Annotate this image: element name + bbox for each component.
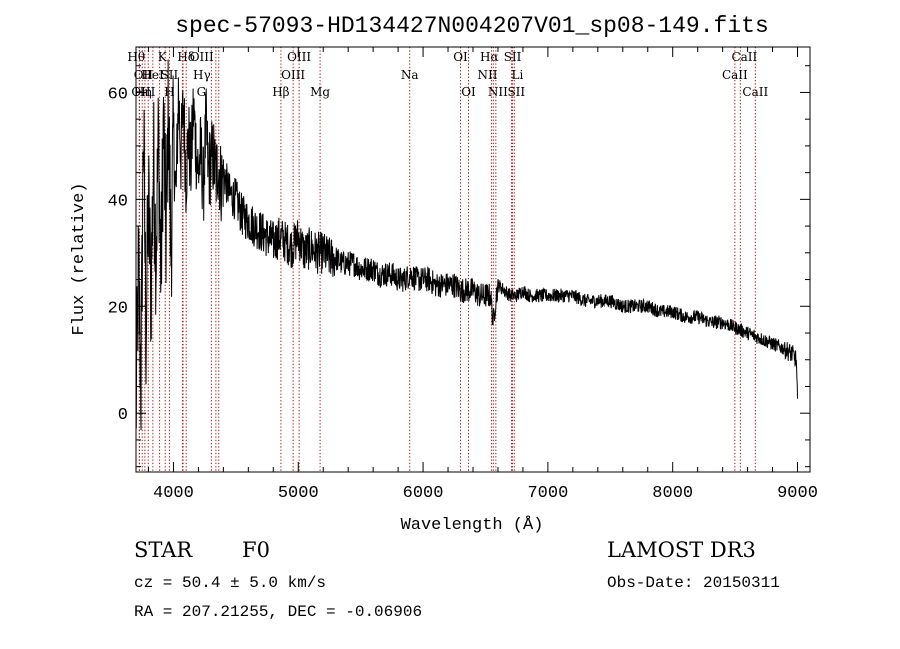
coordinates: RA = 207.21255, DEC = -0.06906 <box>134 603 423 621</box>
spectral-line-label: OIII <box>281 68 305 82</box>
spectral-line-label: H <box>164 85 174 99</box>
spectral-line-label: OI <box>461 85 476 99</box>
y-axis-label: Flux (relative) <box>70 182 89 335</box>
x-tick-label: 7000 <box>527 484 568 503</box>
spectral-line-label: G <box>197 85 207 99</box>
spectral-subclass: F0 <box>242 538 270 562</box>
spectral-line-label: HeI <box>141 68 164 82</box>
spectral-line-label: SII <box>507 85 525 99</box>
observation-date: Obs-Date: 20150311 <box>607 574 780 592</box>
spectral-line-label: OIII <box>131 85 155 99</box>
spectral-line-label: CaII <box>731 50 757 64</box>
plot-frame <box>135 46 811 473</box>
spectrum-layer <box>135 59 798 431</box>
y-tick-label: 20 <box>108 299 128 318</box>
spectral-line-label: Li <box>512 68 524 82</box>
x-tick-label: 8000 <box>652 484 693 503</box>
survey-name: LAMOST DR3 <box>607 538 756 562</box>
spectral-line-label: OI <box>453 50 468 64</box>
spectral-line-label: CaII <box>722 68 748 82</box>
x-tick-label: 4000 <box>153 484 194 503</box>
redshift-cz: cz = 50.4 ± 5.0 km/s <box>134 574 327 592</box>
spectral-line-label: Hθ <box>127 50 145 64</box>
spectral-line-label: Hγ <box>193 68 211 82</box>
spectral-line-label: OIII <box>287 50 311 64</box>
spectrum-line <box>135 59 798 431</box>
spectral-line-label: K <box>158 50 168 64</box>
spectral-line-label: SII <box>161 68 179 82</box>
spectral-line-label: NII <box>477 68 497 82</box>
spectral-line-label: Mg <box>310 85 330 99</box>
x-tick-label: 9000 <box>777 484 818 503</box>
axis-ticks-layer: 4000 5000 6000 7000 8000 9000 0 20 40 60 <box>108 47 818 503</box>
spectral-line-label: OIII <box>190 50 214 64</box>
x-tick-label: 6000 <box>403 484 444 503</box>
spectral-line-label: Hα <box>480 50 499 64</box>
spectral-line-label: OII <box>134 68 154 82</box>
spectral-line-label: Na <box>401 68 419 82</box>
x-tick-label: 5000 <box>278 484 319 503</box>
y-tick-label: 0 <box>118 406 128 425</box>
spectral-line-label: CaII <box>742 85 768 99</box>
spectral-line-label: Hδ <box>177 50 195 64</box>
spectral-line-label: NII <box>488 85 508 99</box>
chart-title: spec-57093-HD134427N004207V01_sp08-149.f… <box>175 13 769 39</box>
spectral-lines-layer <box>138 47 756 472</box>
y-tick-label: 60 <box>108 85 128 104</box>
y-tick-label: 40 <box>108 192 128 211</box>
spectral-line-label: SII <box>504 50 522 64</box>
x-axis-label: Wavelength (Å) <box>401 516 544 535</box>
object-type: STAR <box>134 538 193 562</box>
spectral-line-label: Hβ <box>272 85 289 99</box>
spectral-line-label: Hη <box>134 85 152 99</box>
